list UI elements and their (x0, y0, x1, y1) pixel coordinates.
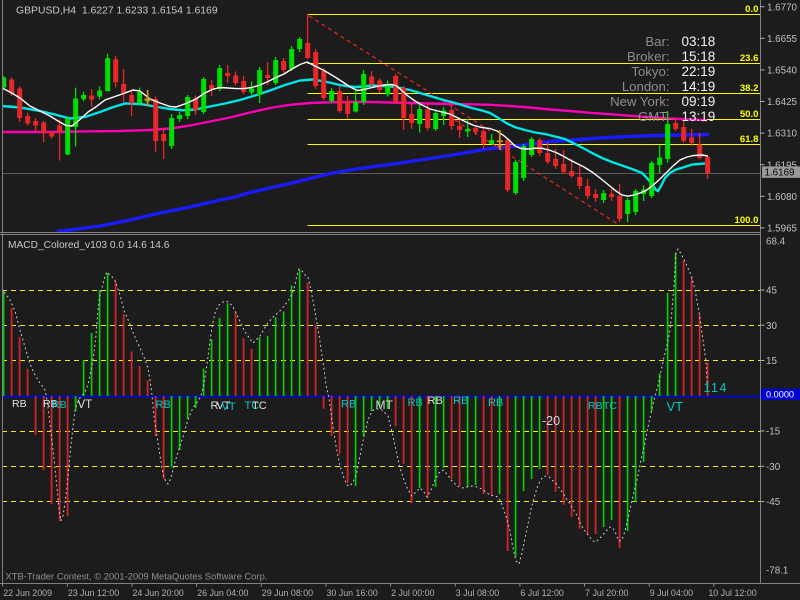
svg-text:RB: RB (488, 397, 503, 409)
svg-text:New York:: New York: (610, 94, 669, 109)
svg-text:23 Jun 12:00: 23 Jun 12:00 (68, 588, 119, 598)
svg-text:2 Jul 00:00: 2 Jul 00:00 (391, 588, 434, 598)
svg-text:30: 30 (766, 321, 777, 332)
svg-text:Broker:: Broker: (627, 49, 670, 64)
svg-text:VT: VT (78, 399, 93, 411)
svg-text:MT: MT (376, 398, 394, 412)
svg-text:1.6655: 1.6655 (767, 34, 798, 45)
svg-text:6 Jul 12:00: 6 Jul 12:00 (520, 588, 563, 598)
svg-text:TC: TC (603, 400, 617, 412)
svg-text:Tokyo:: Tokyo: (631, 64, 669, 79)
svg-text:TC: TC (245, 400, 260, 412)
svg-text:RB: RB (588, 400, 603, 412)
svg-text:RB: RB (408, 397, 423, 409)
svg-text:68.4: 68.4 (766, 237, 786, 248)
svg-text:9 Jul 04:00: 9 Jul 04:00 (650, 588, 693, 598)
svg-text:R: R (211, 400, 219, 412)
svg-text:MACD_Colored_v103 0.0 14.6 14.: MACD_Colored_v103 0.0 14.6 14.6 (8, 240, 170, 251)
svg-text:RB: RB (341, 399, 356, 411)
svg-text:1.6425: 1.6425 (767, 97, 798, 108)
svg-text:114: 114 (704, 381, 728, 395)
svg-text:-78.1: -78.1 (766, 566, 788, 577)
svg-text:1.6195: 1.6195 (767, 160, 798, 171)
svg-text:London:: London: (622, 79, 670, 94)
svg-text:XTB-Trader Contest, © 2001-200: XTB-Trader Contest, © 2001-2009 MetaQuot… (6, 571, 268, 582)
svg-text:-15: -15 (766, 427, 781, 438)
svg-text:VT: VT (222, 401, 236, 413)
svg-text:100.0: 100.0 (734, 215, 758, 226)
svg-text:TC: TC (252, 400, 267, 412)
svg-text:1.6080: 1.6080 (767, 192, 798, 203)
svg-text:23.6: 23.6 (740, 53, 759, 64)
svg-text:61.8: 61.8 (740, 134, 759, 145)
svg-text:30 Jun 16:00: 30 Jun 16:00 (326, 588, 377, 598)
svg-text:26 Jun 04:00: 26 Jun 04:00 (197, 588, 248, 598)
svg-text:3 Jul 08:00: 3 Jul 08:00 (456, 588, 499, 598)
svg-text:VT: VT (667, 399, 684, 414)
svg-text:15:18: 15:18 (682, 49, 716, 64)
svg-text:22 Jun 2009: 22 Jun 2009 (3, 588, 52, 598)
svg-text:29 Jun 08:00: 29 Jun 08:00 (262, 588, 313, 598)
svg-text:15: 15 (766, 356, 777, 367)
svg-text:RB: RB (12, 398, 27, 410)
svg-text:GBPUSD,H4 1.6227 1.6233 1.615: GBPUSD,H4 1.6227 1.6233 1.6154 1.6169 (16, 6, 218, 17)
svg-text:09:19: 09:19 (682, 94, 716, 109)
svg-text:RB: RB (43, 398, 58, 410)
svg-text:VT: VT (217, 400, 231, 412)
svg-text:0.0: 0.0 (745, 4, 758, 15)
svg-text:1.6169: 1.6169 (765, 168, 795, 179)
svg-text:1.6540: 1.6540 (767, 66, 798, 77)
svg-text:22:19: 22:19 (682, 64, 716, 79)
svg-text:7 Jul 20:00: 7 Jul 20:00 (585, 588, 628, 598)
svg-text:38.2: 38.2 (740, 83, 759, 94)
svg-text:45: 45 (766, 286, 777, 297)
svg-text:RB: RB (52, 399, 67, 411)
svg-text:0.0000: 0.0000 (766, 390, 794, 400)
svg-text:RB: RB (428, 395, 443, 407)
svg-text:1.6310: 1.6310 (767, 129, 798, 140)
svg-text:GMT:: GMT: (638, 109, 670, 124)
svg-text:-45: -45 (766, 497, 781, 508)
svg-text:50.0: 50.0 (740, 109, 759, 120)
svg-text:-30: -30 (766, 462, 781, 473)
svg-text:10 Jul 12:00: 10 Jul 12:00 (708, 588, 756, 598)
svg-text:RB: RB (453, 395, 468, 407)
svg-text:13:19: 13:19 (682, 109, 716, 124)
svg-text:-20: -20 (542, 414, 560, 428)
svg-text:RB: RB (156, 399, 171, 411)
svg-text:24 Jun 20:00: 24 Jun 20:00 (133, 588, 184, 598)
svg-text:14:19: 14:19 (682, 79, 716, 94)
svg-text:1.5965: 1.5965 (767, 224, 798, 235)
svg-text:03:18: 03:18 (682, 34, 716, 49)
svg-text:1.6770: 1.6770 (767, 2, 798, 13)
svg-text:Bar:: Bar: (645, 34, 669, 49)
